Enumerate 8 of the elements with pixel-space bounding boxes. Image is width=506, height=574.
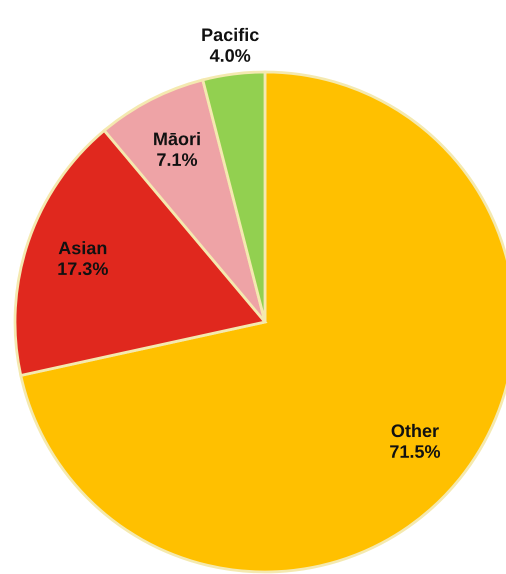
data-label: 4.0% <box>210 49 250 62</box>
slice-label: Māori <box>154 132 200 146</box>
data-label: 17.3% <box>58 262 108 276</box>
data-label: 71.5% <box>390 445 440 458</box>
slice-label: Pacific <box>202 28 259 42</box>
slice-label: Other <box>392 424 439 438</box>
slice-label: Asian <box>58 241 106 254</box>
data-label: 7.1% <box>157 153 198 166</box>
